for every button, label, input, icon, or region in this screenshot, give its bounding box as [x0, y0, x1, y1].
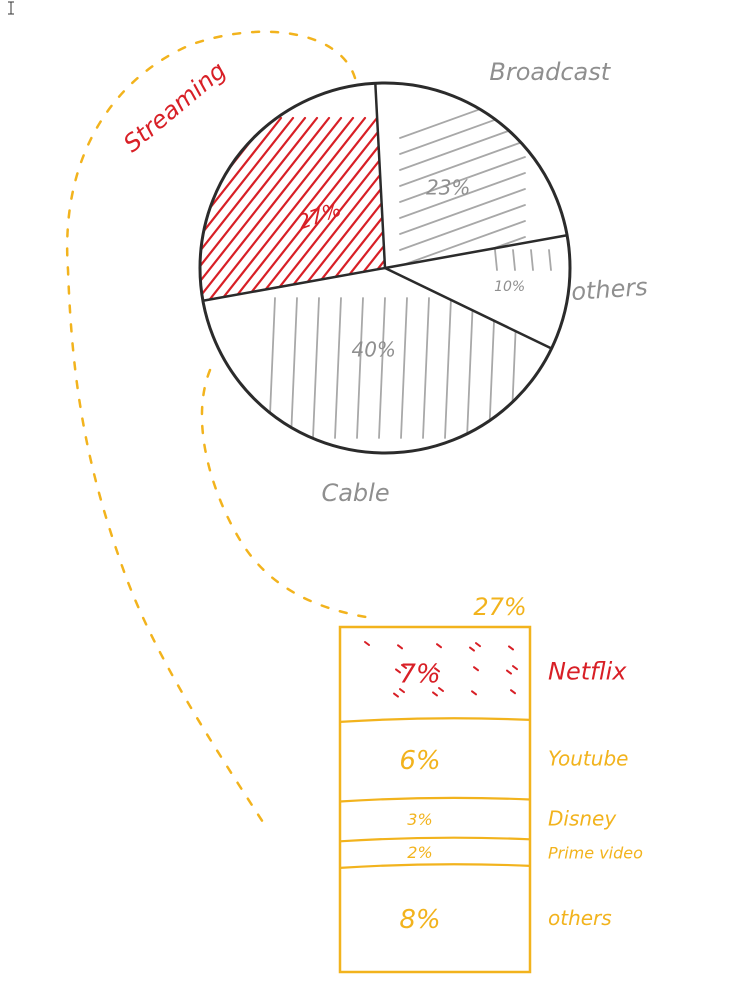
bar-label-netflix: Netflix [548, 657, 627, 685]
bar-divider-3 [339, 836, 531, 843]
pie-divider-1 [383, 233, 569, 270]
pie-value-others: 10% [494, 279, 525, 295]
netflix-red-dashes [364, 641, 518, 698]
bar-label-disney: Disney [548, 806, 617, 830]
pie-label-streaming: Streaming [118, 56, 231, 157]
pie-divider-3 [201, 266, 387, 303]
bar-segment-disney [340, 800, 530, 840]
connector-dashes [65, 30, 374, 832]
bar-label-youtube: Youtube [548, 747, 628, 771]
text-cursor-icon [8, 1, 14, 15]
bar-divider-2 [339, 796, 531, 803]
bar-value-disney: 3% [407, 810, 432, 829]
bar-value-youtube: 6% [399, 746, 440, 776]
pie-value-cable: 40% [351, 337, 395, 361]
pie-slice-hatch-others [494, 249, 552, 271]
bar-divider-1 [339, 717, 531, 723]
pie-chart: Broadcast23%others10%Cable40%Streaming27… [118, 56, 648, 507]
bar-total-label: 27% [473, 593, 526, 621]
bar-value-netflix: 7% [399, 660, 440, 690]
connector-outer-dash [65, 30, 357, 832]
streaming-stacked-bar: 27% 7% Netflix 6% Youtube 3% Disney 2% Prime vid… [338, 593, 643, 974]
pie-outline [198, 81, 572, 455]
pie-value-broadcast: 23% [426, 175, 470, 199]
pie-label-broadcast: Broadcast [489, 58, 611, 86]
pie-slice-hatch-cable [268, 297, 518, 439]
bar-value-prime-video: 2% [407, 843, 432, 862]
pie-divider-0 [374, 82, 387, 270]
pie-label-others: others [570, 273, 648, 306]
bar-value-others: 8% [399, 905, 440, 935]
bar-segment-prime-video [340, 839, 530, 866]
bar-divider-4 [339, 863, 531, 869]
bar-label-others: others [548, 906, 612, 930]
pie-label-cable: Cable [321, 479, 389, 507]
bar-label-prime-video: Prime video [548, 844, 643, 863]
connector-inner-dash [200, 368, 374, 620]
pie-divider-2 [383, 266, 553, 350]
